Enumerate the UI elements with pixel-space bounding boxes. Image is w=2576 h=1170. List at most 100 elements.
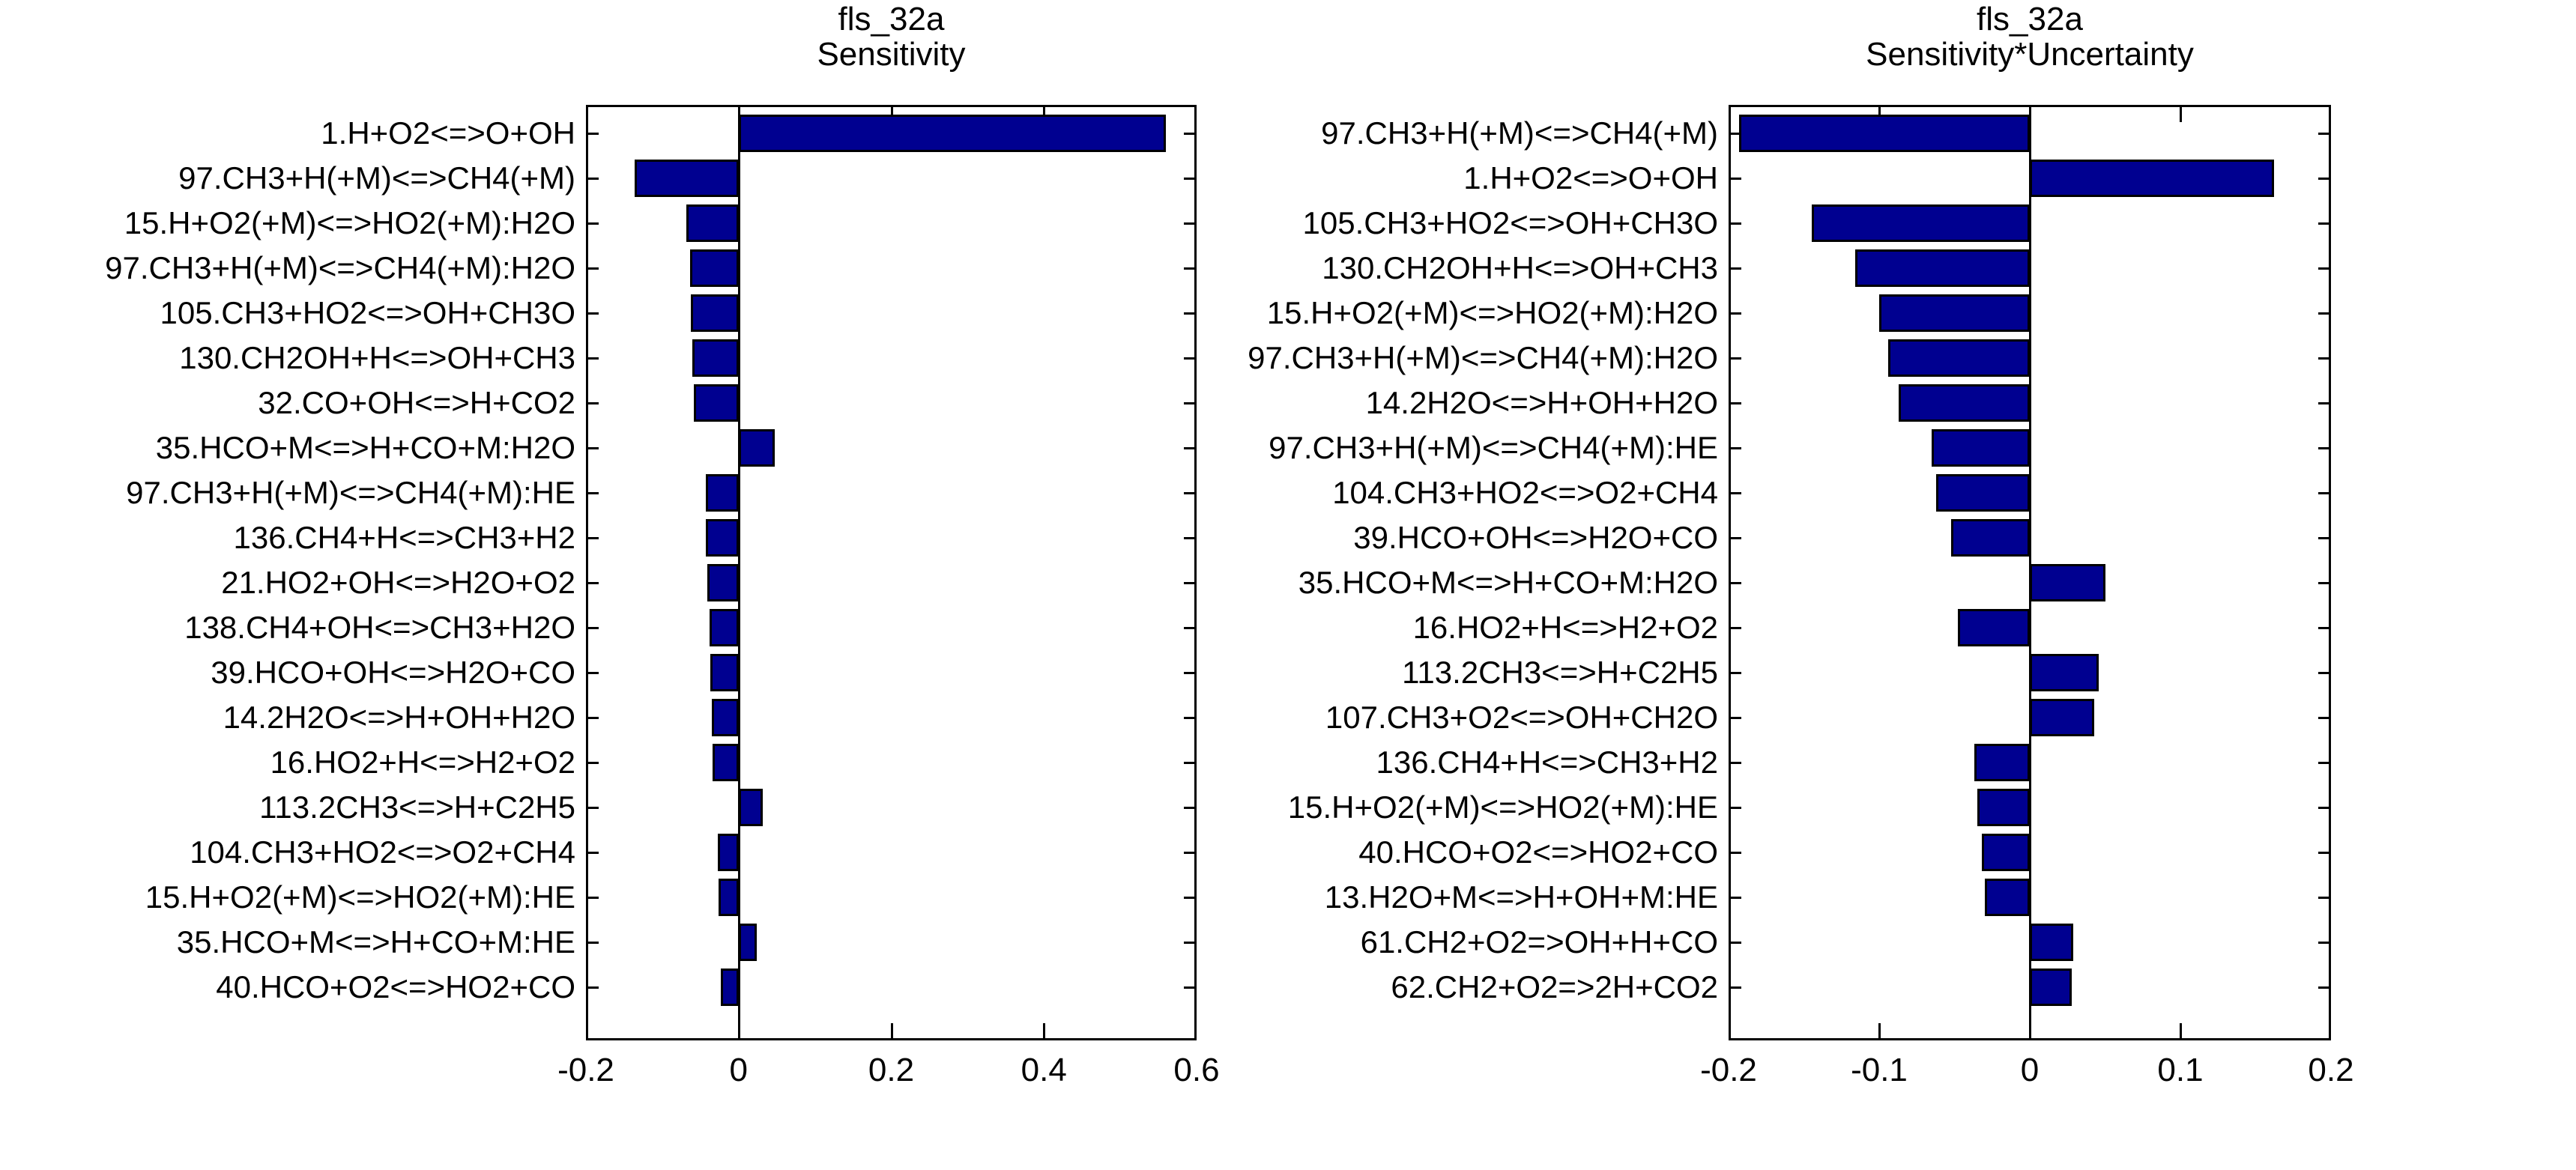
- y-tick-right: [1184, 762, 1194, 764]
- bar: [1984, 879, 2030, 916]
- y-tick-right: [2318, 312, 2329, 315]
- bar: [1957, 609, 2030, 646]
- bar: [1854, 249, 2030, 287]
- y-tick-right: [2318, 492, 2329, 494]
- y-tick-left: [588, 267, 599, 270]
- x-tick-bottom: [890, 1023, 893, 1038]
- bar: [1936, 474, 2030, 512]
- bar: [705, 519, 739, 557]
- bar: [686, 204, 739, 242]
- y-tick-right: [1184, 627, 1194, 629]
- category-label: 14.2H2O<=>H+OH+H2O: [223, 700, 575, 735]
- x-tick-top: [2180, 107, 2182, 122]
- category-label: 97.CH3+H(+M)<=>CH4(+M): [178, 160, 575, 195]
- category-label: 35.HCO+M<=>H+CO+M:H2O: [155, 430, 575, 465]
- bar: [635, 160, 739, 197]
- category-label: 1.H+O2<=>O+OH: [321, 115, 575, 151]
- y-tick-right: [1184, 537, 1194, 539]
- category-label: 105.CH3+HO2<=>OH+CH3O: [1302, 205, 1718, 240]
- bar: [1974, 744, 2030, 781]
- bar: [705, 474, 739, 512]
- y-tick-right: [1184, 312, 1194, 315]
- x-tick-bottom: [2180, 1023, 2182, 1038]
- y-tick-left: [588, 986, 599, 989]
- bar: [2030, 160, 2274, 197]
- bar: [1739, 115, 2030, 152]
- chart-title-line1: fls_32a: [1977, 1, 2083, 37]
- bar: [689, 249, 739, 287]
- y-tick-left: [588, 492, 599, 494]
- x-tick-label: 0.2: [2308, 1052, 2354, 1088]
- category-label: 138.CH4+OH<=>CH3+H2O: [184, 610, 575, 645]
- y-tick-left: [1731, 717, 1741, 719]
- y-tick-right: [2318, 717, 2329, 719]
- bar: [721, 969, 739, 1006]
- y-tick-left: [588, 717, 599, 719]
- x-tick-label: 0.1: [2157, 1052, 2204, 1088]
- y-tick-right: [2318, 897, 2329, 899]
- x-tick-label: 0.6: [1173, 1052, 1220, 1088]
- category-label: 113.2CH3<=>H+C2H5: [1402, 655, 1718, 690]
- chart-title: fls_32a Sensitivity: [517, 1, 1266, 72]
- bar: [738, 789, 764, 826]
- y-tick-left: [1731, 672, 1741, 674]
- x-tick-label: 0: [2020, 1052, 2040, 1088]
- bar: [2030, 924, 2074, 961]
- bar: [1951, 519, 2030, 557]
- category-label: 40.HCO+O2<=>HO2+CO: [1358, 834, 1718, 870]
- y-tick-left: [588, 447, 599, 449]
- x-tick-label: -0.1: [1851, 1052, 1908, 1088]
- y-tick-left: [1731, 807, 1741, 809]
- category-label: 21.HO2+OH<=>H2O+O2: [221, 565, 575, 600]
- y-tick-left: [588, 807, 599, 809]
- x-tick-top: [2029, 107, 2031, 122]
- category-label: 97.CH3+H(+M)<=>CH4(+M):H2O: [1248, 340, 1718, 375]
- category-label: 104.CH3+HO2<=>O2+CH4: [190, 834, 575, 870]
- x-tick-label: -0.2: [557, 1052, 614, 1088]
- category-label: 136.CH4+H<=>CH3+H2: [1376, 745, 1718, 780]
- bar: [712, 699, 739, 736]
- category-label: 14.2H2O<=>H+OH+H2O: [1365, 385, 1718, 420]
- y-tick-left: [1731, 402, 1741, 404]
- y-tick-right: [1184, 133, 1194, 135]
- category-label: 15.H+O2(+M)<=>HO2(+M):HE: [145, 879, 575, 915]
- y-tick-right: [2318, 222, 2329, 225]
- bar: [2030, 699, 2095, 736]
- y-tick-right: [2318, 537, 2329, 539]
- category-label: 97.CH3+H(+M)<=>CH4(+M): [1321, 115, 1718, 151]
- category-label: 40.HCO+O2<=>HO2+CO: [216, 969, 575, 1004]
- category-label: 61.CH2+O2=>OH+H+CO: [1360, 924, 1718, 960]
- category-label: 1.H+O2<=>O+OH: [1463, 160, 1718, 195]
- y-tick-right: [1184, 178, 1194, 180]
- bar: [2030, 564, 2105, 601]
- y-tick-left: [1731, 492, 1741, 494]
- category-label: 104.CH3+HO2<=>O2+CH4: [1332, 475, 1718, 510]
- bar: [1811, 204, 2030, 242]
- y-tick-left: [1731, 178, 1741, 180]
- y-tick-left: [588, 762, 599, 764]
- bar: [1879, 294, 2030, 332]
- y-tick-left: [1731, 627, 1741, 629]
- y-tick-right: [1184, 492, 1194, 494]
- zero-baseline: [737, 105, 740, 1040]
- y-tick-left: [588, 357, 599, 360]
- y-tick-left: [588, 312, 599, 315]
- category-label: 15.H+O2(+M)<=>HO2(+M):H2O: [124, 205, 575, 240]
- bar: [710, 654, 739, 691]
- category-label: 97.CH3+H(+M)<=>CH4(+M):HE: [126, 475, 575, 510]
- category-label: 97.CH3+H(+M)<=>CH4(+M):HE: [1269, 430, 1718, 465]
- y-tick-right: [1184, 897, 1194, 899]
- bar: [713, 744, 739, 781]
- y-tick-right: [2318, 133, 2329, 135]
- y-tick-left: [588, 133, 599, 135]
- y-tick-left: [1731, 312, 1741, 315]
- x-tick-bottom: [2029, 1023, 2031, 1038]
- category-label: 113.2CH3<=>H+C2H5: [259, 789, 575, 825]
- y-tick-right: [1184, 717, 1194, 719]
- y-tick-right: [2318, 178, 2329, 180]
- chart-subtitle: Sensitivity: [817, 36, 966, 73]
- bar: [690, 294, 739, 332]
- y-tick-left: [1731, 222, 1741, 225]
- category-label: 97.CH3+H(+M)<=>CH4(+M):H2O: [105, 250, 575, 285]
